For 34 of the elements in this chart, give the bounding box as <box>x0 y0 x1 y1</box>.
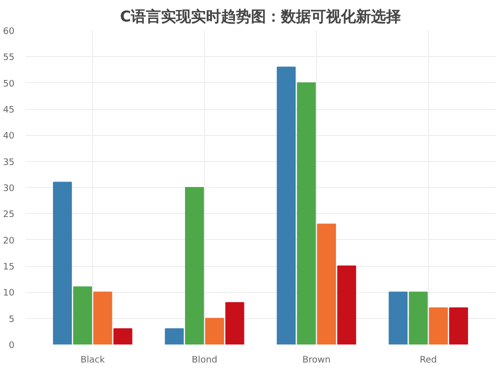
bar <box>205 318 224 344</box>
y-tick-label: 10 <box>3 288 15 299</box>
bar <box>225 302 244 344</box>
x-tick-label: Red <box>420 356 437 366</box>
bar <box>276 66 296 344</box>
x-tick-label: Black <box>80 356 106 366</box>
bar <box>73 286 92 344</box>
bar <box>93 292 112 344</box>
bar <box>408 292 428 344</box>
y-tick-label: 0 <box>8 341 15 351</box>
bar <box>296 82 316 344</box>
y-tick-label: 20 <box>3 236 15 246</box>
bar <box>388 292 408 344</box>
y-tick-label: 40 <box>3 132 15 142</box>
y-tick-label: 15 <box>3 262 14 272</box>
x-tick-label: Blond <box>192 356 218 366</box>
bar <box>317 224 336 344</box>
x-tick-label: Brown <box>302 356 331 366</box>
bar <box>113 328 132 344</box>
bar <box>449 307 468 344</box>
y-tick-label: 60 <box>3 27 15 37</box>
y-tick-label: 35 <box>3 158 14 168</box>
bar <box>52 182 72 344</box>
y-tick-label: 25 <box>3 210 14 220</box>
y-tick-label: 55 <box>3 53 14 64</box>
bar <box>185 187 204 344</box>
bar <box>428 307 448 344</box>
y-tick-label: 5 <box>8 314 15 325</box>
bar <box>337 266 356 344</box>
y-tick-label: 30 <box>3 184 15 194</box>
chart-title: C语言实现实时趋势图：数据可视化新选择 <box>120 8 402 26</box>
y-tick-label: 45 <box>3 106 14 116</box>
bar <box>164 328 184 344</box>
y-tick-label: 50 <box>3 79 15 90</box>
